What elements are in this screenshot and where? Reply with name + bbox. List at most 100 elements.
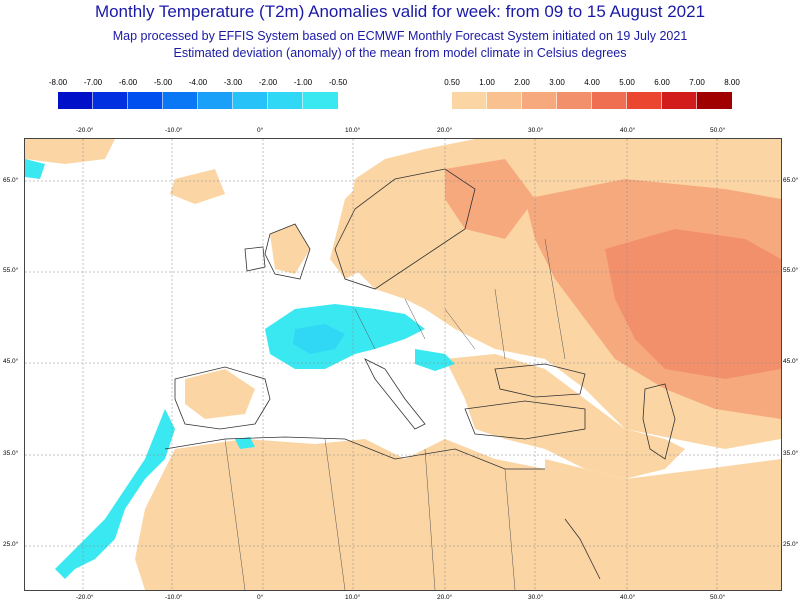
lon-label-bottom: 40.0° xyxy=(620,594,636,601)
lat-label-right: 45.0° xyxy=(783,358,799,365)
border xyxy=(424,448,436,590)
legend-tick: -3.00 xyxy=(223,78,243,87)
map-subtitle-processing: Map processed by EFFIS System based on E… xyxy=(112,29,688,43)
coast-north-africa xyxy=(164,436,545,470)
lon-label-top: -10.0° xyxy=(165,127,183,134)
lon-label-bottom: -10.0° xyxy=(165,594,183,601)
coast-ireland xyxy=(244,246,266,272)
warm-area-volga xyxy=(605,229,781,379)
warm-area-balkans-turkey xyxy=(445,354,685,479)
lon-label-top: 40.0° xyxy=(620,127,636,134)
legend-swatch-7 xyxy=(697,92,732,109)
cold-anomaly-areas xyxy=(25,159,455,579)
lon-label-top: -20.0° xyxy=(76,127,94,134)
cold-anomaly-core xyxy=(293,324,345,354)
border xyxy=(324,438,346,590)
lat-label-right: 65.0° xyxy=(783,177,799,184)
legend-cold-scale xyxy=(58,92,338,109)
coast-britain xyxy=(264,223,311,280)
cold-area-atlantic-coast xyxy=(55,409,175,579)
legend-tick: 8.00 xyxy=(724,78,740,87)
lon-label-bottom: 20.0° xyxy=(437,594,453,601)
anomaly-map xyxy=(24,138,782,591)
legend-tick: 0.50 xyxy=(444,78,460,87)
border xyxy=(354,308,376,350)
legend-tick: -6.00 xyxy=(118,78,138,87)
legend-swatch-3 xyxy=(557,92,592,109)
lat-label-left: 25.0° xyxy=(3,541,19,548)
legend-swatch-0 xyxy=(452,92,487,109)
legend-tick: -7.00 xyxy=(83,78,103,87)
legend-swatch-5 xyxy=(627,92,662,109)
border xyxy=(544,238,566,360)
coast-caspian xyxy=(642,383,676,460)
lon-label-bottom: -20.0° xyxy=(76,594,94,601)
lon-label-top: 30.0° xyxy=(528,127,544,134)
legend-tick: 2.00 xyxy=(514,78,530,87)
lat-label-left: 35.0° xyxy=(3,450,19,457)
legend-tick: -4.00 xyxy=(188,78,208,87)
coast-turkey xyxy=(464,400,586,440)
legend-swatch-1 xyxy=(487,92,522,109)
legend-swatch-6 xyxy=(268,92,303,109)
legend-swatch-3 xyxy=(163,92,198,109)
legend-tick: 7.00 xyxy=(689,78,705,87)
coast-iberia xyxy=(174,366,271,430)
map-title: Monthly Temperature (T2m) Anomalies vali… xyxy=(94,2,706,21)
warm-area-middle-east xyxy=(545,459,781,590)
legend-tick: -0.50 xyxy=(328,78,348,87)
coastlines xyxy=(164,168,676,580)
cold-area-algeria xyxy=(235,437,255,449)
legend-tick: -8.00 xyxy=(48,78,68,87)
warm-area-britain xyxy=(270,224,310,274)
legend-tick: -1.00 xyxy=(293,78,313,87)
graticule xyxy=(25,139,781,590)
lon-label-bottom: 0° xyxy=(257,594,264,601)
lon-label-bottom: 50.0° xyxy=(710,594,726,601)
legend-tick: 3.00 xyxy=(549,78,565,87)
coast-italy xyxy=(364,358,426,430)
lon-label-top: 50.0° xyxy=(710,127,726,134)
cold-area-france-alps xyxy=(265,304,425,369)
border xyxy=(404,298,426,340)
legend-tick: 1.00 xyxy=(479,78,495,87)
legend-swatch-7 xyxy=(303,92,338,109)
legend-tick: 4.00 xyxy=(584,78,600,87)
lat-label-right: 25.0° xyxy=(783,541,799,548)
border xyxy=(494,288,506,360)
legend-swatch-0 xyxy=(58,92,93,109)
lat-label-right: 55.0° xyxy=(783,267,799,274)
warm-area-north-atlantic xyxy=(25,139,115,164)
legend-tick: 6.00 xyxy=(654,78,670,87)
warm-anomaly-strong-areas xyxy=(605,229,781,379)
lon-label-top: 10.0° xyxy=(345,127,361,134)
lon-label-bottom: 10.0° xyxy=(345,594,361,601)
lon-label-bottom: 30.0° xyxy=(528,594,544,601)
cold-area-hungary xyxy=(415,349,455,371)
coast-scandinavia xyxy=(334,168,476,290)
coast-red-sea xyxy=(564,518,601,580)
lat-label-left: 65.0° xyxy=(3,177,19,184)
border xyxy=(224,438,246,590)
legend-tick: -5.00 xyxy=(153,78,173,87)
legend-swatch-4 xyxy=(198,92,233,109)
legend-swatch-4 xyxy=(592,92,627,109)
legend-warm-ticks: 0.50 1.00 2.00 3.00 4.00 5.00 6.00 7.00 … xyxy=(444,78,740,90)
border xyxy=(504,468,516,590)
legend-warm-scale xyxy=(452,92,732,109)
warm-area-iceland xyxy=(170,169,225,204)
warm-area-north-africa xyxy=(135,439,585,590)
border xyxy=(444,308,476,350)
legend-tick: 5.00 xyxy=(619,78,635,87)
warm-area-iberia xyxy=(185,369,255,419)
legend-swatch-5 xyxy=(233,92,268,109)
lon-label-top: 20.0° xyxy=(437,127,453,134)
legend-tick: -2.00 xyxy=(258,78,278,87)
anomaly-map-svg xyxy=(25,139,781,590)
map-subtitle-units: Estimated deviation (anomaly) of the mea… xyxy=(173,46,627,60)
lat-label-right: 35.0° xyxy=(783,450,799,457)
country-borders xyxy=(224,238,566,590)
lat-label-left: 45.0° xyxy=(3,358,19,365)
cold-area-greenland-sea xyxy=(25,159,45,179)
legend-swatch-2 xyxy=(522,92,557,109)
